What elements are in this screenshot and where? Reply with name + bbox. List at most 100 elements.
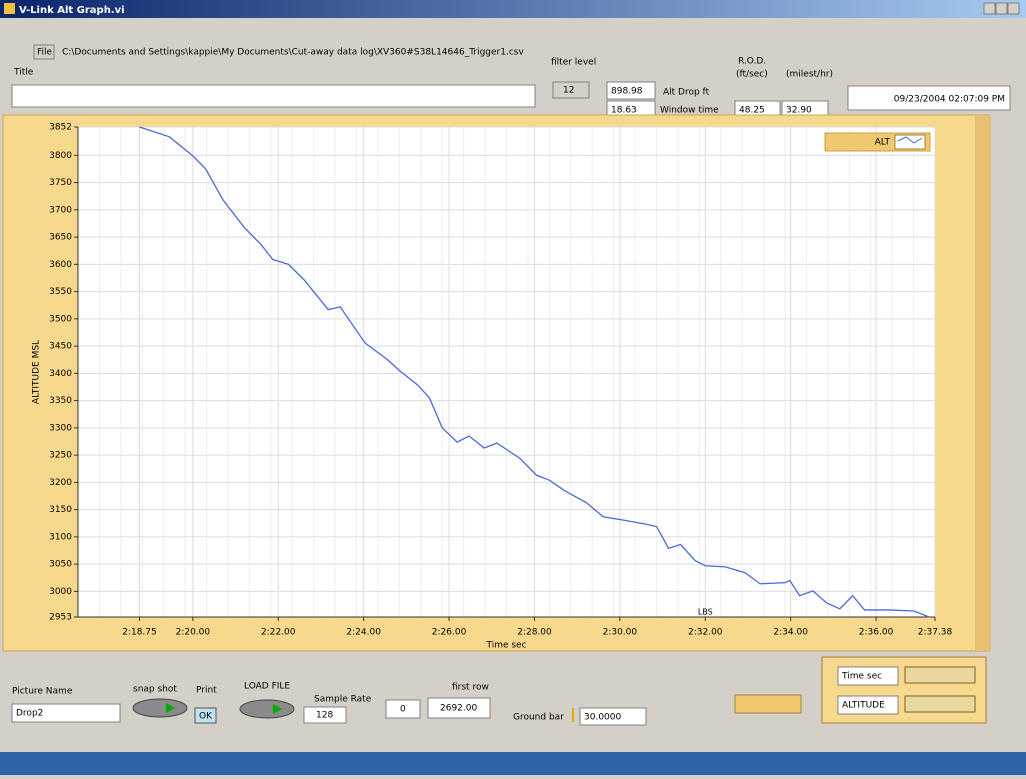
- sample-rate-input[interactable]: [303, 706, 347, 724]
- y-tick-label: 3700: [49, 205, 72, 215]
- x-tick-label: 2:20.00: [176, 628, 211, 638]
- taskbar: [0, 752, 1026, 775]
- legend-swatch: [897, 136, 923, 144]
- minimize[interactable]: [983, 2, 996, 15]
- plot: 2953 3000 3050 3100 3150 3200 3250 3300 3350 3400…: [32, 123, 953, 651]
- y-tick-label: 3800: [49, 151, 72, 161]
- y-tick-label: 3200: [49, 478, 72, 488]
- alt-drop-label: Alt Drop ft: [663, 88, 710, 98]
- x-tick-label: 2:24.00: [346, 628, 381, 638]
- title-bar: [0, 0, 1026, 18]
- first-row-value: 2692.00: [440, 704, 477, 714]
- x-scale-name: Time sec: [841, 672, 882, 682]
- y-tick-label: 3250: [49, 451, 72, 461]
- close[interactable]: [1007, 2, 1020, 15]
- graph-frame-edge: [975, 115, 990, 651]
- x-axis-label: Time sec: [485, 641, 526, 651]
- x-scale-name-box: [837, 666, 899, 686]
- sample-rate-label: Sample Rate: [314, 695, 372, 705]
- first-row-label: first row: [452, 683, 489, 693]
- legend-label: ALT: [875, 138, 891, 148]
- annotation: LBS: [698, 608, 713, 617]
- window-title: V-Link Alt Graph.vi: [19, 5, 125, 16]
- file-path: C:\Documents and Settings\kappie\My Docu…: [62, 48, 524, 58]
- window-time-value: 18.63: [611, 106, 637, 116]
- x-tick-label: 2:32.00: [688, 628, 723, 638]
- y-scale-name: ALTITUDE: [842, 701, 885, 711]
- file-button[interactable]: [33, 44, 55, 60]
- offset-value: 0: [400, 705, 406, 715]
- alt-drop-box: [606, 81, 656, 100]
- y-tick-label: 3750: [49, 178, 72, 188]
- load-file-icon: [273, 704, 282, 714]
- y-tick-label: 3100: [49, 532, 72, 542]
- window-buttons[interactable]: [983, 2, 1020, 15]
- rod-mi-value: 32.90: [786, 106, 812, 116]
- rod-ft-value: 48.25: [739, 106, 765, 116]
- y-tick-label: 3650: [49, 233, 72, 243]
- rod-ft-units: (ft/sec): [736, 70, 768, 80]
- ground-bar-input[interactable]: [579, 707, 647, 726]
- series-line: [139, 126, 930, 618]
- load-file-label: LOAD FILE: [244, 682, 290, 692]
- alt-drop-value: 898.98: [611, 87, 643, 97]
- y-tick-label: 2953: [49, 613, 72, 623]
- x-tick-label: 2:30.00: [603, 628, 638, 638]
- timestamp: 09/23/2004 02:07:09 PM: [894, 95, 1005, 105]
- x-tick-label: 2:37.38: [918, 628, 953, 638]
- title-label: Title: [13, 68, 34, 78]
- y-tick-label: 3350: [49, 396, 72, 406]
- y-tick-label: 3450: [49, 342, 72, 352]
- maximize[interactable]: [995, 2, 1008, 15]
- y-scale-name-box: [837, 695, 899, 715]
- ground-bar-value: 30.0000: [584, 713, 621, 723]
- rod-label: R.O.D.: [738, 57, 766, 67]
- print-button-label: OK: [199, 712, 213, 722]
- y-tick-label: 3852: [49, 123, 72, 133]
- y-axis-label: ALTITUDE MSL: [32, 340, 42, 404]
- x-tick-label: 2:18.75: [122, 628, 157, 638]
- picture-name-input[interactable]: [11, 703, 121, 723]
- y-tick-label: 3050: [49, 560, 72, 570]
- print-label: Print: [196, 686, 217, 696]
- y-tick-label: 3500: [49, 314, 72, 324]
- timestamp-box: [847, 85, 1011, 111]
- tool-palette[interactable]: [734, 694, 802, 714]
- y-scale-buttons[interactable]: [904, 695, 976, 713]
- filter-level-value: 12: [563, 86, 574, 96]
- snap-shot-button[interactable]: [132, 698, 188, 718]
- legend-icon-box: [894, 134, 926, 150]
- title-input[interactable]: [11, 84, 536, 108]
- load-file-button[interactable]: [239, 699, 295, 719]
- x-tick-label: 2:28.00: [517, 628, 552, 638]
- x-scale-buttons[interactable]: [904, 666, 976, 684]
- print-button[interactable]: [194, 707, 217, 724]
- offset-input[interactable]: [385, 699, 421, 719]
- x-tick-label: 2:22.00: [261, 628, 296, 638]
- rod-mi-units: (milest/hr): [786, 70, 833, 80]
- filter-level-input[interactable]: [552, 81, 590, 99]
- first-row-input[interactable]: [427, 697, 491, 719]
- filter-level-label: filter level: [551, 58, 596, 68]
- picture-name-value: Drop2: [16, 709, 43, 719]
- y-tick-label: 3400: [49, 369, 72, 379]
- picture-name-label: Picture Name: [12, 687, 73, 697]
- window-time-label: Window time: [660, 106, 719, 116]
- y-tick-label: 3150: [49, 505, 72, 515]
- x-tick-label: 2:36.00: [859, 628, 894, 638]
- y-tick-label: 3300: [49, 423, 72, 433]
- app-icon: [4, 3, 15, 14]
- x-tick-label: 2:34.00: [773, 628, 808, 638]
- snap-shot-icon: [166, 703, 175, 713]
- y-tick-label: 3550: [49, 287, 72, 297]
- file-button-label: File: [37, 48, 53, 58]
- y-tick-label: 3000: [49, 587, 72, 597]
- ground-bar-label: Ground bar: [513, 713, 564, 723]
- ground-bar-spinner: [572, 708, 574, 722]
- sample-rate-value: 128: [316, 711, 333, 721]
- snap-shot-label: snap shot: [133, 685, 177, 695]
- x-tick-label: 2:26.00: [432, 628, 467, 638]
- y-tick-label: 3600: [49, 260, 72, 270]
